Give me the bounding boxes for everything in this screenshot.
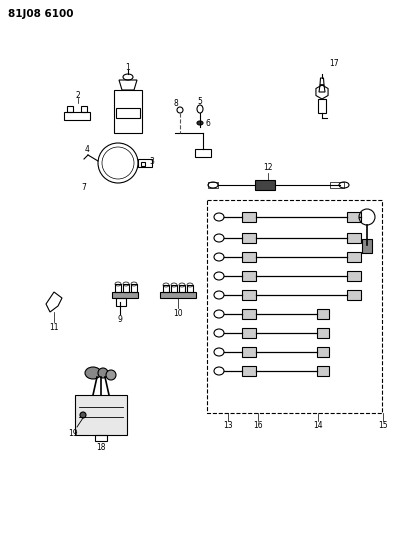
Bar bbox=[179, 285, 185, 292]
Bar bbox=[347, 212, 361, 222]
Bar bbox=[317, 347, 329, 357]
Bar bbox=[116, 298, 126, 306]
Bar bbox=[242, 309, 256, 319]
Text: 81J08 6100: 81J08 6100 bbox=[8, 9, 73, 19]
Bar bbox=[75, 395, 127, 435]
Text: 6: 6 bbox=[206, 118, 210, 127]
Text: 10: 10 bbox=[173, 310, 183, 319]
Bar bbox=[141, 162, 145, 166]
Text: 12: 12 bbox=[263, 163, 273, 172]
Bar bbox=[242, 212, 256, 222]
Bar bbox=[347, 252, 361, 262]
Bar bbox=[242, 233, 256, 243]
Text: 3: 3 bbox=[150, 157, 154, 166]
Text: 13: 13 bbox=[223, 421, 233, 430]
Text: 4: 4 bbox=[85, 144, 89, 154]
Bar bbox=[195, 149, 211, 157]
Bar bbox=[171, 285, 177, 292]
Ellipse shape bbox=[98, 368, 108, 378]
Bar bbox=[318, 99, 326, 113]
Text: 9: 9 bbox=[118, 316, 122, 325]
Bar bbox=[123, 284, 129, 292]
Bar bbox=[160, 292, 196, 298]
Text: 17: 17 bbox=[329, 60, 339, 69]
Bar bbox=[242, 328, 256, 338]
Bar bbox=[208, 182, 218, 188]
Bar bbox=[242, 252, 256, 262]
Ellipse shape bbox=[85, 367, 101, 379]
Bar bbox=[242, 347, 256, 357]
Bar bbox=[115, 284, 121, 292]
Bar bbox=[81, 106, 87, 112]
Bar bbox=[242, 271, 256, 281]
Text: 1: 1 bbox=[125, 62, 130, 71]
Bar bbox=[187, 285, 193, 292]
Text: 18: 18 bbox=[96, 442, 106, 451]
Bar bbox=[347, 271, 361, 281]
Bar bbox=[347, 290, 361, 300]
Bar bbox=[138, 159, 152, 167]
Ellipse shape bbox=[106, 370, 116, 380]
Bar bbox=[317, 328, 329, 338]
Bar bbox=[95, 435, 107, 441]
Bar bbox=[64, 112, 90, 120]
Bar bbox=[317, 309, 329, 319]
Bar bbox=[347, 233, 361, 243]
Ellipse shape bbox=[80, 412, 86, 418]
Bar bbox=[330, 182, 344, 188]
Bar bbox=[255, 180, 275, 190]
Ellipse shape bbox=[197, 121, 203, 125]
Bar bbox=[112, 292, 138, 298]
Text: 8: 8 bbox=[173, 99, 178, 108]
Text: 14: 14 bbox=[313, 421, 323, 430]
Bar bbox=[67, 106, 73, 112]
Text: 15: 15 bbox=[378, 421, 388, 430]
Bar bbox=[362, 239, 372, 253]
Bar bbox=[163, 285, 169, 292]
Text: 11: 11 bbox=[49, 324, 59, 333]
Bar bbox=[242, 290, 256, 300]
Bar bbox=[131, 284, 137, 292]
Bar bbox=[317, 366, 329, 376]
Bar bbox=[242, 366, 256, 376]
Bar bbox=[207, 200, 382, 413]
Text: 5: 5 bbox=[198, 96, 202, 106]
Text: 2: 2 bbox=[75, 91, 80, 100]
Text: 19: 19 bbox=[68, 429, 78, 438]
Text: 16: 16 bbox=[253, 421, 263, 430]
Text: 7: 7 bbox=[81, 183, 87, 192]
Bar bbox=[114, 90, 142, 133]
Bar bbox=[116, 108, 140, 118]
